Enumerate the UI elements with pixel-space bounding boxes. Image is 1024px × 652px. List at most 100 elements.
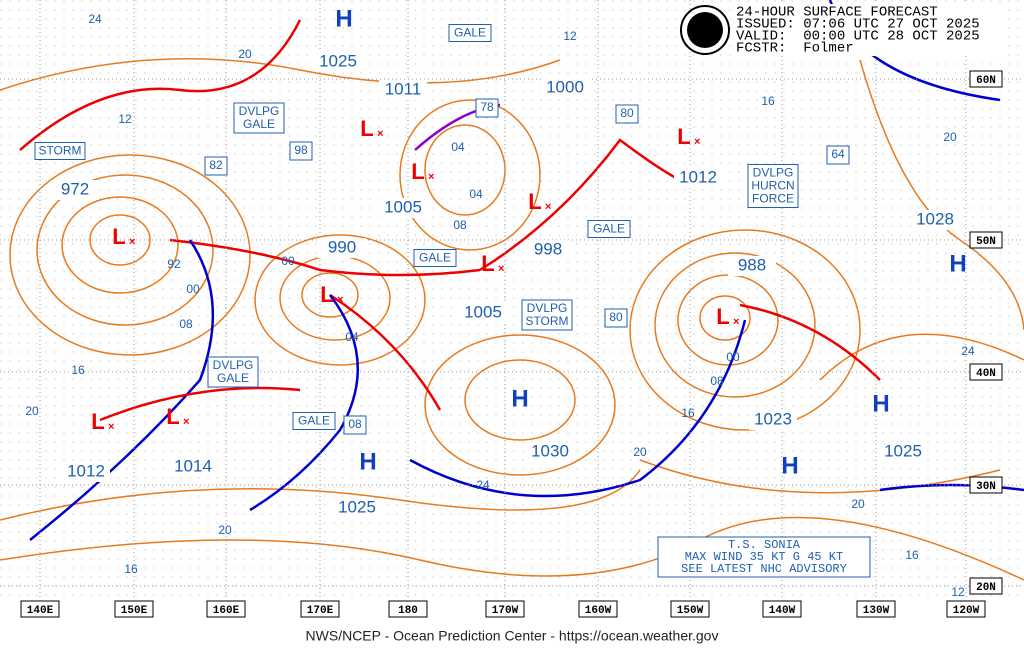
pressure-label: 1025 (319, 51, 357, 70)
high-center: H (872, 390, 889, 417)
sea-state-label: 78 (480, 100, 494, 114)
low-marker: × (377, 128, 383, 140)
low-center: L (320, 282, 333, 307)
pressure-label: 1025 (884, 441, 922, 460)
pressure-bg (62, 462, 110, 482)
pressure-label: 1028 (916, 209, 954, 228)
pressure-label: 1012 (679, 167, 717, 186)
low-center: L (481, 251, 494, 276)
warning-box (521, 299, 573, 331)
lon-label: 180 (398, 605, 418, 617)
sea-state-label: 82 (209, 158, 223, 172)
sea-state-box (289, 141, 313, 161)
lon-label: 150W (677, 605, 704, 617)
low-center: L (91, 409, 104, 434)
lat-label: 30N (976, 481, 996, 493)
low-center: L (360, 116, 373, 141)
header-issued: ISSUED: 07:06 UTC 27 OCT 2025 (736, 17, 980, 33)
isobar-label: 12 (951, 585, 965, 599)
pressure-label: 1012 (67, 461, 105, 480)
pressure-label: 988 (738, 255, 766, 274)
pressure-bg (728, 256, 776, 276)
lat-label: 40N (976, 368, 996, 380)
isobar-label: 12 (118, 112, 132, 126)
warning-box (448, 24, 492, 42)
warning-box (292, 412, 336, 430)
isobar-label: 20 (943, 130, 957, 144)
isobar-label: 20 (633, 445, 647, 459)
isobar-label: 20 (25, 404, 39, 418)
high-center: H (359, 448, 376, 475)
isobar-label: 16 (761, 94, 775, 108)
pressure-label: 1005 (464, 302, 502, 321)
advisory-box (657, 536, 871, 578)
pressure-label: 1014 (174, 456, 212, 475)
isobar-label: 08 (710, 374, 724, 388)
lon-label-box (856, 600, 896, 618)
warning-label: GALE (419, 251, 451, 265)
pressure-label: 1000 (546, 77, 584, 96)
isobar-label: 04 (469, 187, 483, 201)
warning-label: DVLPG (527, 301, 568, 315)
pressure-bg (911, 210, 959, 230)
pressure-bg (674, 168, 722, 188)
lon-label-box (762, 600, 802, 618)
pressure-bg (524, 240, 572, 260)
isobar-label: 20 (218, 523, 232, 537)
warning-label: DVLPG (753, 166, 794, 180)
lon-label: 160E (213, 605, 240, 617)
isobar-label: 16 (681, 406, 695, 420)
warning-label: STORM (525, 314, 568, 328)
grid (0, 0, 1024, 600)
lon-label-box (578, 600, 618, 618)
high-center: H (949, 250, 966, 277)
low-marker: × (545, 201, 551, 213)
lon-label-box (114, 600, 154, 618)
pressure-label: 998 (534, 239, 562, 258)
isobar-label: 08 (453, 218, 467, 232)
pressure-bg (169, 457, 217, 477)
advisory-line: MAX WIND 35 KT G 45 KT (685, 550, 843, 564)
lon-label-box (670, 600, 710, 618)
warning-label: GALE (243, 117, 275, 131)
isobar-label: 00 (186, 282, 200, 296)
isobar-label: 24 (476, 478, 490, 492)
warning-box (413, 249, 457, 267)
lon-label: 130W (863, 605, 890, 617)
isobar-label: 04 (345, 330, 359, 344)
low-marker: × (129, 236, 135, 248)
lat-label-box (969, 577, 1003, 595)
pressure-label: 1005 (384, 197, 422, 216)
advisory-line: T.S. SONIA (728, 538, 801, 552)
high-center: H (781, 452, 798, 479)
lon-label-box (206, 600, 246, 618)
lon-label-box (485, 600, 525, 618)
lat-label-box (969, 231, 1003, 249)
pressure-bg (318, 238, 366, 258)
lat-label: 60N (976, 75, 996, 87)
sea-state-label: 80 (620, 106, 634, 120)
lat-label: 20N (976, 582, 996, 594)
lon-label: 120W (953, 605, 980, 617)
low-marker: × (733, 316, 739, 328)
sea-state-box (475, 98, 499, 118)
warning-label: DVLPG (213, 358, 254, 372)
sea-state-box (604, 308, 628, 328)
isobar-label: 16 (124, 562, 138, 576)
noaa-logo (680, 5, 730, 55)
low-marker: × (498, 263, 504, 275)
lat-label-box (969, 70, 1003, 88)
sea-state-label: 64 (831, 147, 845, 161)
pressure-bg (459, 303, 507, 323)
isobar-label: 16 (71, 363, 85, 377)
lon-label: 140E (27, 605, 54, 617)
sea-state-box (343, 415, 367, 435)
header-title: 24-HOUR SURFACE FORECAST (736, 5, 938, 21)
isobars (0, 58, 1024, 581)
low-marker: × (428, 171, 434, 183)
sea-state-label: 98 (294, 143, 308, 157)
sea-state-label: 80 (609, 310, 623, 324)
low-center: L (112, 224, 125, 249)
isobar-label: 08 (179, 317, 193, 331)
